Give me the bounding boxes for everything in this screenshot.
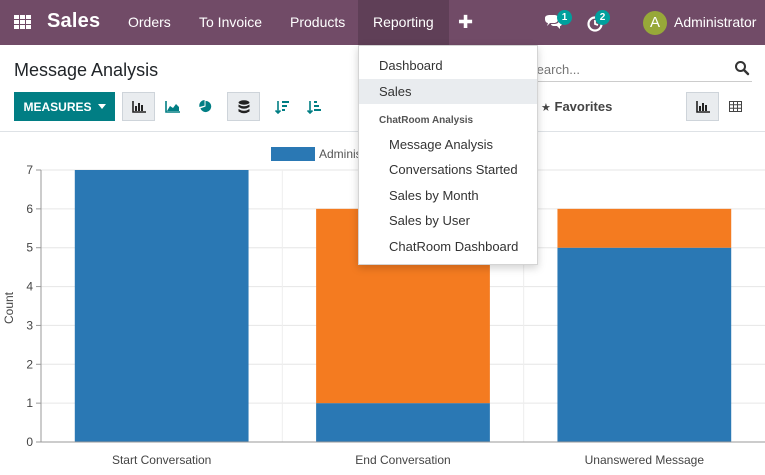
sort-descending-icon — [274, 100, 289, 114]
area-chart-icon — [165, 100, 180, 113]
user-menu[interactable]: Administrator — [674, 14, 757, 30]
x-tick-label: End Conversation — [355, 453, 450, 467]
line-chart-button[interactable] — [156, 92, 189, 121]
graph-view-icon — [695, 100, 710, 113]
y-tick-label: 6 — [26, 202, 33, 216]
menu-reporting[interactable]: Reporting — [358, 0, 449, 45]
section-header-chatroom-analysis: ChatRoom Analysis — [379, 115, 474, 126]
menu-item-sales-by-user[interactable]: Sales by User — [389, 213, 470, 228]
avatar[interactable]: A — [643, 11, 667, 35]
legend-label-administrator[interactable]: Adminis — [319, 147, 362, 161]
x-tick-label: Unanswered Message — [585, 453, 705, 467]
y-tick-label: 5 — [26, 241, 33, 255]
y-tick-label: 1 — [26, 396, 33, 410]
y-tick-label: 0 — [26, 435, 33, 449]
apps-menu-icon[interactable] — [14, 15, 31, 30]
favorites-dropdown[interactable]: ★ Favorites — [541, 99, 612, 114]
plus-icon[interactable]: ✚ — [458, 12, 474, 32]
chat-badge: 1 — [557, 10, 572, 25]
bar-series-2-unanswered-message[interactable] — [557, 208, 732, 248]
menu-orders[interactable]: Orders — [128, 14, 171, 30]
pivot-view-switch[interactable] — [719, 92, 752, 121]
pie-chart-icon — [199, 100, 212, 113]
menu-to-invoice[interactable]: To Invoice — [199, 14, 263, 30]
stacked-button[interactable] — [227, 92, 260, 121]
bar-chart-button[interactable] — [122, 92, 155, 121]
favorites-label: Favorites — [554, 99, 613, 114]
app-brand[interactable]: Sales — [47, 10, 101, 32]
y-tick-label: 2 — [26, 357, 33, 371]
search-icon[interactable] — [734, 60, 750, 76]
graph-view-switch[interactable] — [686, 92, 719, 121]
bar-chart-icon — [131, 100, 146, 113]
bar-series-1-end-conversation[interactable] — [316, 403, 490, 442]
y-tick-label: 4 — [26, 280, 33, 294]
measures-label: MEASURES — [23, 99, 92, 114]
menu-item-dashboard[interactable]: Dashboard — [379, 58, 443, 73]
search-box — [520, 58, 752, 82]
caret-down-icon — [97, 104, 106, 109]
measures-button[interactable]: MEASURES — [14, 92, 115, 121]
database-stack-icon — [238, 99, 249, 113]
y-axis-label: Count — [2, 291, 16, 324]
y-tick-label: 3 — [26, 318, 33, 332]
sort-ascending-button[interactable] — [297, 92, 330, 121]
sort-descending-button[interactable] — [265, 92, 298, 121]
menu-item-sales[interactable]: Sales — [359, 79, 537, 104]
menu-item-chatroom-dashboard[interactable]: ChatRoom Dashboard — [389, 239, 519, 254]
top-navbar: Sales Orders To Invoice Products Reporti… — [0, 0, 765, 45]
bar-series-1-start-conversation[interactable] — [74, 170, 249, 442]
legend-swatch-administrator[interactable] — [271, 147, 315, 161]
page-title: Message Analysis — [14, 60, 159, 80]
pie-chart-button[interactable] — [189, 92, 222, 121]
menu-item-message-analysis[interactable]: Message Analysis — [389, 137, 494, 152]
reporting-dropdown: Dashboard Sales ChatRoom Analysis Messag… — [358, 45, 538, 265]
menu-products[interactable]: Products — [290, 14, 346, 30]
menu-item-sales-by-month[interactable]: Sales by Month — [389, 188, 479, 203]
activity-badge: 2 — [595, 10, 610, 25]
y-tick-label: 7 — [26, 163, 33, 177]
sort-ascending-icon — [306, 100, 321, 114]
table-grid-icon — [729, 101, 742, 112]
search-input[interactable] — [520, 58, 730, 80]
bar-series-1-unanswered-message[interactable] — [557, 247, 732, 442]
menu-item-conversations-started[interactable]: Conversations Started — [389, 162, 518, 177]
star-icon: ★ — [541, 102, 551, 114]
x-tick-label: Start Conversation — [112, 453, 211, 467]
